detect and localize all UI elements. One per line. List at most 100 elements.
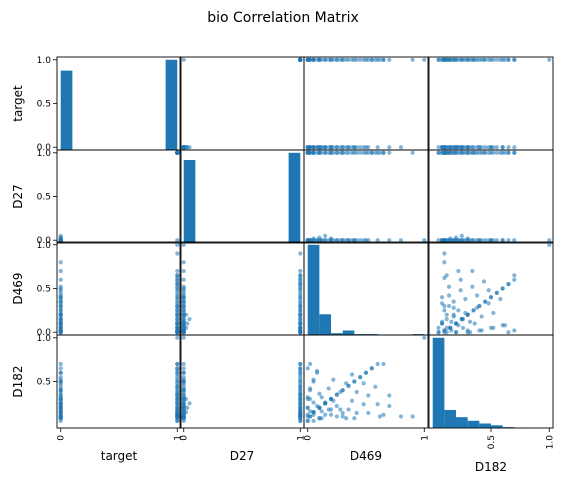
point-D182-D469-60 <box>387 403 392 409</box>
point-D469-D182-54 <box>488 295 494 300</box>
point-D469-D182-21 <box>463 296 468 302</box>
point-D27-D469-55 <box>358 150 363 155</box>
point-D27-D469-24 <box>366 238 371 243</box>
point-D27-D469-81 <box>323 150 328 155</box>
point-D182-target-91 <box>175 366 180 371</box>
point-D182-D469-89 <box>410 414 415 419</box>
point-D182-D469-17 <box>326 386 331 391</box>
point-D469-D27-71 <box>298 293 303 298</box>
point-D469-D27-86 <box>298 325 303 330</box>
point-D469-D182-86 <box>436 325 441 330</box>
point-D469-target-37 <box>58 308 63 313</box>
point-D182-D469-83 <box>334 414 339 419</box>
point-D182-D27-43 <box>187 401 192 406</box>
point-D182-D469-78 <box>307 409 313 414</box>
point-D469-D27-26 <box>181 268 186 274</box>
hist-bar-D182-2 <box>456 417 468 428</box>
point-D182-D27-44 <box>183 396 189 402</box>
point-D469-D182-81 <box>444 316 449 322</box>
point-D469-D182-74 <box>481 279 487 284</box>
point-D27-D182-69 <box>486 150 491 155</box>
point-target-D469-91 <box>369 57 374 62</box>
point-D27-D469-83 <box>334 150 339 155</box>
point-target-D469-39 <box>346 145 351 150</box>
point-target-D182-55 <box>494 57 499 62</box>
point-D469-D27-44 <box>183 312 189 317</box>
point-D27-D469-43 <box>323 233 328 238</box>
hist-bar-D469-9 <box>412 334 425 335</box>
point-target-D469-87 <box>305 57 310 62</box>
point-D182-D27-31 <box>181 379 186 384</box>
point-D469-D182-58 <box>512 277 517 282</box>
point-D469-D182-83 <box>442 308 447 313</box>
panel-frame <box>428 241 554 336</box>
point-D182-D469-56 <box>363 370 369 375</box>
panel-D469-vs-D27 <box>179 241 305 336</box>
point-D182-D27-63 <box>298 377 303 382</box>
panel-frame <box>179 149 305 244</box>
point-target-D469-88 <box>422 57 427 62</box>
point-target-D182-90 <box>442 145 447 150</box>
point-target-D469-24 <box>366 145 371 150</box>
point-D27-D469-87 <box>305 150 310 155</box>
point-D182-D469-16 <box>319 395 324 400</box>
point-D182-target-69 <box>175 381 180 386</box>
point-D469-D27-40 <box>181 295 186 300</box>
hist-bar-D27-0 <box>183 160 196 243</box>
point-D182-D469-38 <box>340 414 345 419</box>
point-D182-target-30 <box>58 388 63 393</box>
row-label-target: target <box>11 85 25 122</box>
point-D469-D182-37 <box>456 308 461 313</box>
point-target-D182-13 <box>512 145 517 150</box>
point-target-D182-69 <box>486 57 491 62</box>
panel-frame <box>56 241 182 336</box>
point-D469-D182-45 <box>436 330 441 335</box>
point-D182-D27-13 <box>181 361 186 367</box>
point-D469-D182-77 <box>465 330 470 335</box>
point-D27-D182-32 <box>500 238 505 243</box>
point-D27-D469-73 <box>366 150 371 155</box>
point-D182-D469-36 <box>328 412 334 417</box>
point-D469-D182-78 <box>449 328 454 333</box>
point-D27-D182-88 <box>547 238 552 243</box>
point-D469-target-41 <box>58 325 63 330</box>
point-D27-D182-77 <box>465 150 470 155</box>
point-D182-D469-37 <box>334 403 339 409</box>
point-D469-target-23 <box>58 288 63 293</box>
point-D182-target-89 <box>175 414 180 419</box>
point-D182-D469-48 <box>317 405 322 410</box>
point-D469-D182-40 <box>439 295 445 300</box>
column-label-target: target <box>101 449 138 463</box>
point-D27-D182-41 <box>448 236 453 241</box>
point-D27-D469-74 <box>373 150 378 155</box>
point-D182-D469-21 <box>349 398 355 403</box>
row-label-D182: D182 <box>11 365 25 397</box>
panel-D182-vs-D182 <box>428 334 554 429</box>
point-D182-D27-37 <box>181 403 186 409</box>
point-D27-D469-44 <box>328 236 334 241</box>
point-D182-target-63 <box>175 377 180 382</box>
row-labels: 0.0 0.5 1.0 target 0.0 0.5 1.0 D27 0.0 0.5 1.0 D469… <box>11 56 57 398</box>
point-target-D182-12 <box>506 145 511 150</box>
column-label-D27: D27 <box>230 449 255 463</box>
point-D469-D27-81 <box>298 316 303 322</box>
point-target-D469-74 <box>373 57 378 62</box>
ytick-label: 0.0 <box>37 236 52 246</box>
point-D182-D27-74 <box>298 384 303 389</box>
panel-frame <box>56 149 182 244</box>
point-D182-D469-63 <box>311 377 316 382</box>
point-D182-D469-92 <box>381 361 386 367</box>
point-target-D469-70 <box>349 57 355 62</box>
point-D469-D182-17 <box>479 314 484 319</box>
hist-bar-D182-4 <box>479 423 491 428</box>
point-D469-D27-23 <box>181 288 186 293</box>
panel-D182-vs-D27 <box>179 334 305 429</box>
point-D27-D182-91 <box>506 150 511 155</box>
point-D182-D469-24 <box>366 410 371 416</box>
point-target-D469-42 <box>317 145 322 150</box>
point-D469-target-81 <box>175 316 180 322</box>
point-D182-D469-73 <box>366 393 371 398</box>
point-target-D469-75 <box>377 57 383 62</box>
point-D182-D27-69 <box>298 381 303 386</box>
